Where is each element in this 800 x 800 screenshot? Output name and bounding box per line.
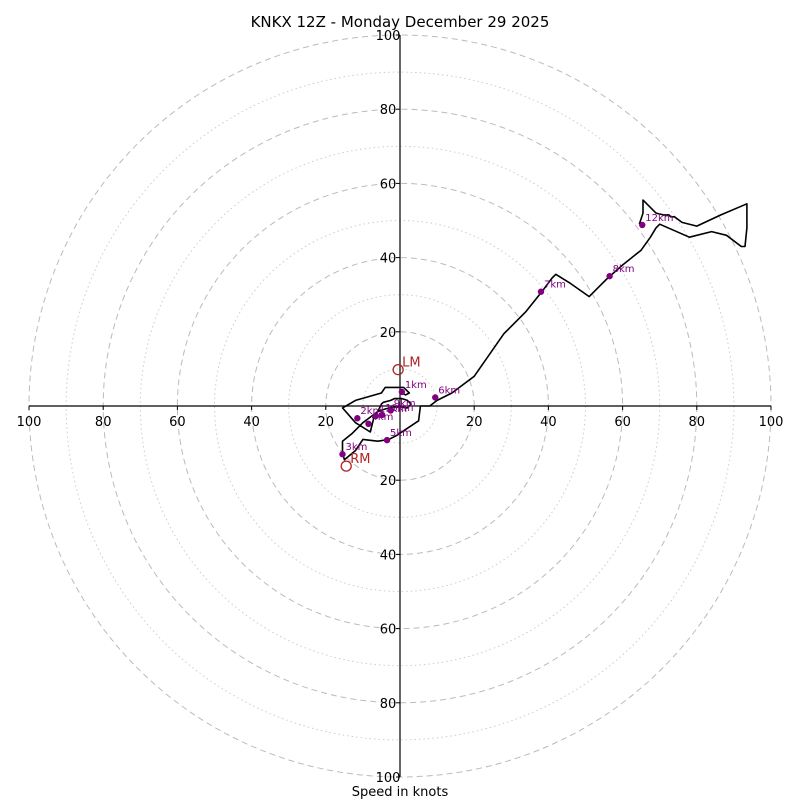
x-tick-label: 80 [689, 415, 706, 430]
height-marker-10km [378, 411, 386, 419]
height-label-2km: 2km [360, 406, 382, 417]
x-tick-label: 60 [169, 415, 186, 430]
y-tick-label: 100 [376, 29, 401, 44]
height-marker-7km [537, 288, 545, 295]
height-marker-11km [372, 412, 380, 420]
height-label-12km: 12km [645, 213, 673, 224]
chart-title: KNKX 12Z - Monday December 29 2025 [251, 13, 550, 31]
x-tick-label: 40 [243, 415, 260, 430]
height-label-5km: 5km [390, 428, 412, 439]
y-tick-label: 80 [380, 103, 397, 118]
x-tick-label: 20 [318, 415, 335, 430]
storm-motion-label-rm: RM [350, 452, 370, 467]
y-tick-label: 20 [380, 474, 397, 489]
height-label-1km: 1km [405, 380, 427, 391]
y-tick-label: 60 [380, 177, 397, 192]
height-label-6km: 6km [438, 385, 460, 396]
storm-motion-lm [392, 363, 404, 376]
y-tick-label: 100 [376, 771, 401, 786]
height-marker-6km [432, 394, 439, 401]
x-tick-label: 100 [17, 415, 42, 430]
storm-motion-rm [340, 460, 352, 472]
height-marker-2km [354, 415, 361, 422]
height-label-9km: 9km [394, 398, 416, 409]
y-tick-label: 60 [380, 623, 397, 638]
height-label-7km: 7km [544, 280, 566, 291]
y-tick-label: 40 [380, 548, 397, 563]
x-tick-label: 80 [95, 415, 112, 430]
y-tick-label: 20 [380, 326, 397, 341]
height-marker-1km [398, 388, 406, 396]
tick-labels: 100 80 60 40 20 20 40 60 80 100 100 80 60 40 20 20 40 60 8… [17, 29, 784, 786]
height-markers: 1km2km3km4km5km6km7km8km12km9km10km11km [339, 213, 674, 458]
height-marker-12km [639, 221, 646, 229]
hodograph-trace [341, 199, 748, 461]
storm-motion-label-lm: LM [402, 356, 420, 371]
y-tick-label: 40 [380, 252, 397, 267]
height-label-8km: 8km [613, 264, 635, 275]
height-label-10km: 10km [385, 403, 413, 414]
height-marker-8km [606, 272, 613, 280]
y-tick-label: 80 [380, 697, 397, 712]
height-label-3km: 3km [345, 442, 367, 453]
x-tick-label: 100 [759, 415, 784, 430]
chart-axes [29, 35, 771, 777]
x-axis-label: Speed in knots [352, 785, 449, 800]
height-marker-9km [387, 407, 394, 414]
x-tick-label: 60 [614, 415, 631, 430]
height-marker-5km [383, 436, 391, 444]
storm-motion-markers: LM RM [340, 356, 421, 472]
height-marker-3km [339, 451, 346, 458]
height-label-11km: 11km [379, 404, 407, 415]
x-tick-label: 40 [540, 415, 557, 430]
x-tick-label: 20 [466, 415, 483, 430]
height-marker-4km [365, 420, 372, 428]
